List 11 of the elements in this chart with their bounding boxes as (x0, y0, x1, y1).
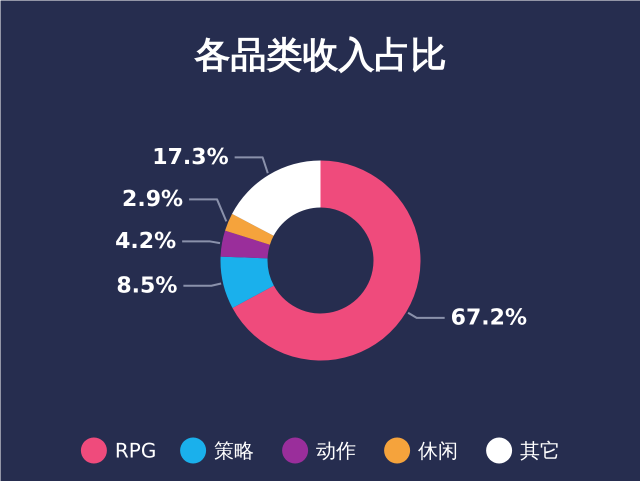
legend-label: 休闲 (418, 438, 458, 462)
data-label: 2.9% (122, 186, 184, 212)
data-label: 8.5% (116, 273, 178, 298)
data-label: 17.3% (152, 144, 229, 170)
legend-label: 策略 (214, 438, 254, 462)
data-label: 4.2% (115, 228, 176, 254)
legend-label: RPG (114, 438, 156, 462)
chart-title: 各品类收入占比 (194, 35, 446, 76)
legend-label: 动作 (316, 438, 356, 462)
data-label: 67.2% (450, 305, 527, 330)
legend-label: 其它 (520, 438, 560, 462)
